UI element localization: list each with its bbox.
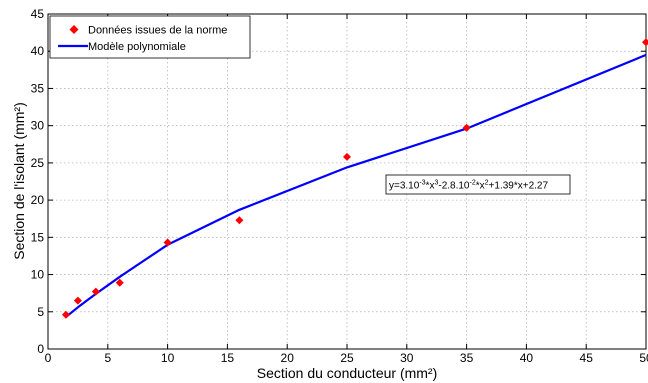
x-tick-label: 35 <box>460 351 474 365</box>
y-tick-label: 40 <box>31 44 45 58</box>
y-tick-label: 5 <box>37 305 44 319</box>
y-tick-label: 20 <box>31 193 45 207</box>
y-tick-label: 45 <box>31 7 45 21</box>
x-tick-label: 20 <box>281 351 295 365</box>
legend-diamond-marker <box>69 25 79 34</box>
data-point <box>163 238 172 247</box>
equation-annotation: y=3.10-3*x3-2.8.10-2*x2+1.39*x+2.27 <box>385 174 571 195</box>
data-point <box>642 38 648 47</box>
x-tick-label: 15 <box>221 351 235 365</box>
legend-label-modele: Modèle polynomiale <box>88 41 186 53</box>
y-tick-label: 15 <box>31 230 45 244</box>
data-point <box>115 278 124 287</box>
x-tick-label: 50 <box>639 351 648 365</box>
x-axis-label: Section du conducteur (mm²) <box>257 365 438 381</box>
data-point <box>73 296 82 305</box>
x-tick-labels: 0 5 10 15 20 25 30 35 40 45 50 <box>45 351 648 365</box>
data-point <box>61 310 70 319</box>
y-tick-label: 10 <box>31 268 45 282</box>
legend: Données issues de la norme Modèle polyno… <box>49 15 251 59</box>
x-tick-label: 10 <box>161 351 175 365</box>
legend-label-donnees: Données issues de la norme <box>88 25 227 37</box>
data-point <box>343 152 351 161</box>
y-tick-label: 0 <box>37 342 44 356</box>
data-point <box>235 216 244 225</box>
y-tick-labels: 0 5 10 15 20 25 30 35 40 45 <box>31 7 45 356</box>
x-tick-label: 45 <box>580 351 594 365</box>
x-tick-label: 30 <box>400 351 414 365</box>
y-axis-label: Section de l'isolant (mm²) <box>11 102 27 260</box>
y-tick-label: 35 <box>31 81 45 95</box>
equation-box <box>385 174 571 195</box>
x-tick-label: 25 <box>340 351 354 365</box>
data-point <box>91 287 100 296</box>
equation-text: y=3.10-3*x3-2.8.10-2*x2+1.39*x+2.27 <box>389 180 548 192</box>
x-tick-label: 40 <box>520 351 534 365</box>
data-point <box>462 123 471 132</box>
legend-box <box>49 15 251 59</box>
x-tick-label: 0 <box>45 351 52 365</box>
x-tick-label: 5 <box>104 351 111 365</box>
y-tick-label: 30 <box>31 119 45 133</box>
series-donnees-norme <box>61 38 648 319</box>
y-tick-label: 25 <box>31 156 45 170</box>
axis-ticks <box>47 13 647 350</box>
